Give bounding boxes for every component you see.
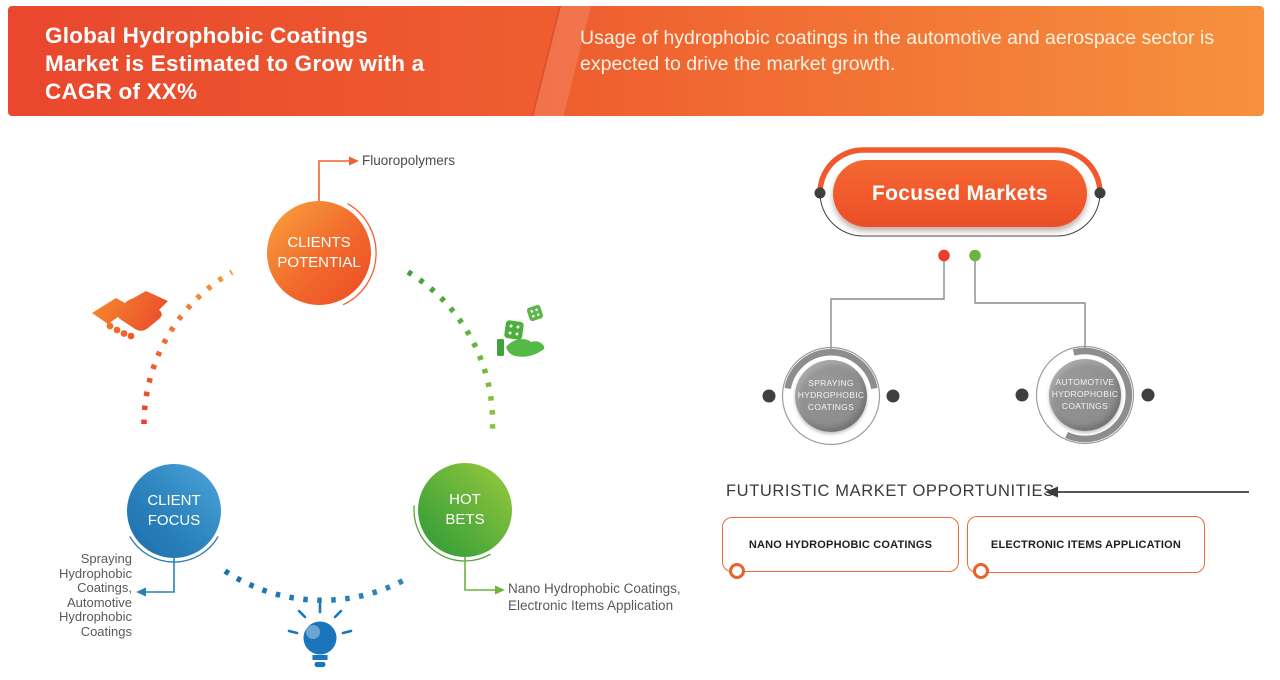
lightbulb-icon bbox=[287, 602, 353, 667]
ring-end-dot-right bbox=[1094, 187, 1106, 199]
opportunity-box-nano: NANO HYDROPHOBIC COATINGS bbox=[722, 517, 959, 572]
header-banner: Global Hydrophobic Coatings Market is Es… bbox=[8, 6, 1264, 116]
opportunities-heading: FUTURISTIC MARKET OPPORTUNITIES bbox=[726, 482, 1055, 500]
page-title: Global Hydrophobic Coatings Market is Es… bbox=[45, 23, 425, 105]
opportunity-box-nano-corner-ring bbox=[729, 563, 745, 579]
opportunity-box-electronic: ELECTRONIC ITEMS APPLICATION bbox=[967, 516, 1205, 573]
branch-dot-red bbox=[938, 249, 950, 262]
ring-end-dot-left bbox=[814, 187, 826, 199]
wheel-node-clients-potential: CLIENTS POTENTIAL bbox=[267, 201, 371, 305]
dotted-arc-bottom bbox=[223, 568, 410, 604]
wheel-node-hot-bets: HOT BETS bbox=[418, 463, 512, 557]
market-circle-automotive-decor bbox=[1015, 345, 1155, 445]
callout-hot-bets: Nano Hydrophobic Coatings, Electronic It… bbox=[508, 581, 681, 613]
market-circle-automotive: AUTOMOTIVE HYDROPHOBIC COATINGS bbox=[1049, 359, 1121, 431]
handshake-icon bbox=[92, 291, 168, 340]
connector-clients-potential bbox=[318, 156, 359, 201]
wheel-node-client-focus: CLIENT FOCUS bbox=[127, 464, 221, 558]
connector-client-focus bbox=[136, 558, 175, 597]
market-circle-spraying-decor bbox=[762, 346, 900, 446]
dice-hand-icon bbox=[497, 304, 545, 357]
dotted-arc-left bbox=[141, 269, 234, 425]
callout-client-focus: Spraying Hydrophobic Coatings, Automotiv… bbox=[59, 551, 132, 639]
branch-dot-green bbox=[969, 249, 981, 262]
ring-arc-hot-bets bbox=[413, 505, 491, 562]
connector-hot-bets bbox=[464, 557, 505, 595]
dotted-arc-right bbox=[406, 269, 496, 438]
ring-arc-clients-potential bbox=[342, 203, 377, 306]
market-circle-spraying: SPRAYING HYDROPHOBIC COATINGS bbox=[795, 360, 867, 432]
focused-markets-pill: Focused Markets bbox=[833, 160, 1087, 227]
focused-markets-ring bbox=[814, 147, 1106, 237]
callout-clients-potential: Fluoropolymers bbox=[362, 153, 456, 168]
focused-markets-branches bbox=[830, 261, 1086, 349]
page-subtitle: Usage of hydrophobic coatings in the aut… bbox=[580, 27, 1215, 75]
opportunities-arrow bbox=[1045, 486, 1249, 498]
opportunity-box-electronic-corner-ring bbox=[973, 563, 989, 579]
